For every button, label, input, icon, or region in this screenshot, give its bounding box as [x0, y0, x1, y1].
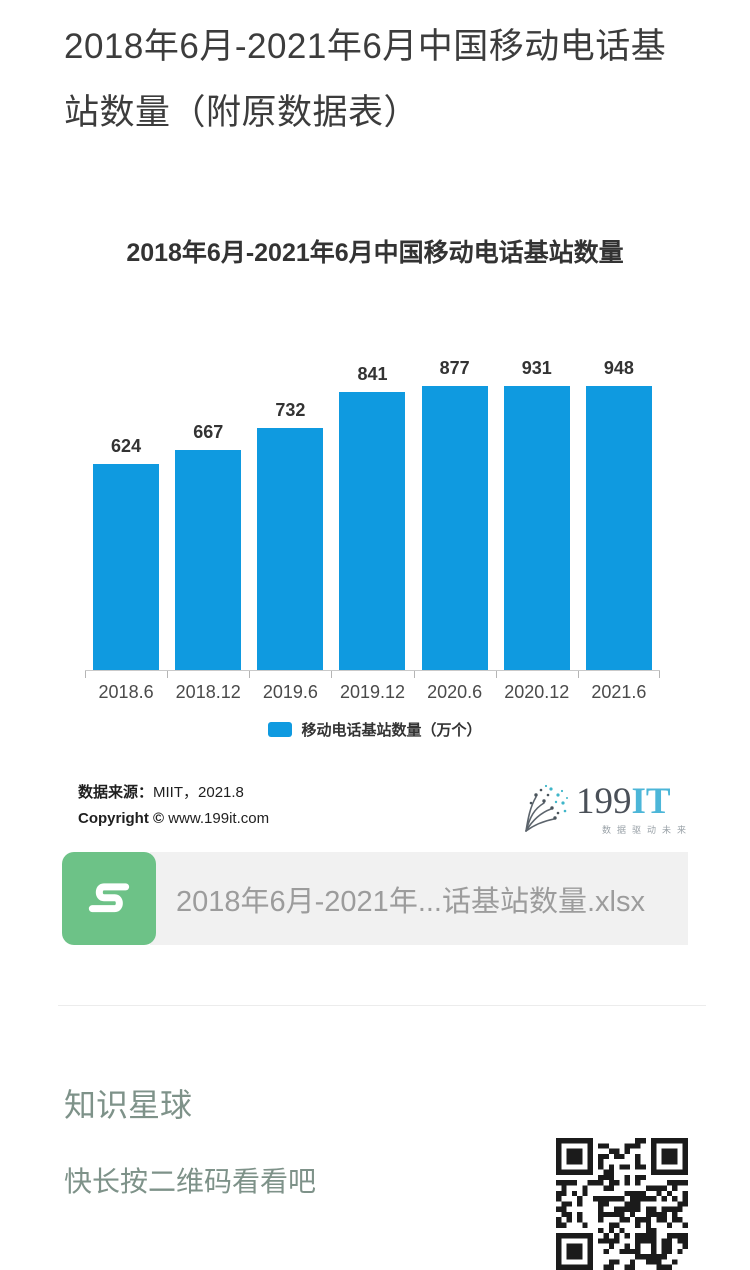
bar — [503, 386, 570, 670]
logo-tagline: 数据驱动未来 — [601, 825, 692, 835]
x-axis-label: 2020.12 — [504, 682, 570, 702]
bar-value-label: 948 — [603, 358, 634, 378]
footer-subtitle: 快长按二维码看看吧 — [64, 1166, 317, 1197]
x-axis-labels: 2018.6 2018.12 2019.6 2019.12 2020.6 2020.12 2… — [85, 682, 660, 703]
chart-legend: 移动电话基站数量（万个） — [0, 719, 750, 740]
spreadsheet-s-icon[interactable] — [62, 852, 156, 945]
attachment-filename[interactable]: 2018年6月-2021年...话基站数量.xlsx — [176, 885, 645, 918]
chart-plot-area: 624 667 732 841 877 931 948 — [85, 358, 660, 671]
bar-value-label: 667 — [193, 422, 224, 442]
bar — [585, 386, 652, 670]
axis-tick — [413, 671, 415, 678]
axis-tick — [495, 671, 497, 678]
x-axis-label: 2019.12 — [339, 682, 406, 702]
legend-label: 移动电话基站数量（万个） — [301, 722, 482, 739]
bar-chart: 624 667 732 841 877 931 948 2018.6 2018.12 2019.… — [85, 358, 660, 703]
site-logo: 199IT 数据驱动未来 — [518, 783, 692, 838]
bar-column: 841 — [331, 358, 413, 670]
x-axis-ticks — [85, 671, 660, 678]
bar-value-label: 624 — [111, 436, 142, 456]
copyright-line: Copyright © www.199it.com — [78, 810, 270, 827]
bar-value-label: 841 — [357, 364, 388, 384]
footer-title: 知识星球 — [64, 1087, 193, 1123]
bar-column: 948 — [578, 358, 660, 670]
axis-tick — [249, 671, 251, 678]
bar-column: 877 — [414, 358, 496, 670]
bar — [175, 450, 242, 670]
x-axis-label: 2018.6 — [98, 682, 154, 702]
bar — [421, 386, 488, 670]
bar-value-label: 877 — [439, 358, 470, 378]
x-axis-label: 2020.6 — [427, 682, 483, 702]
x-axis-label: 2018.12 — [175, 682, 241, 702]
bar — [93, 464, 160, 670]
axis-tick — [577, 671, 579, 678]
bar-column: 667 — [167, 358, 249, 670]
data-source-line: 数据来源：MIIT，2021.8 — [78, 784, 244, 801]
chart-figure: 2018年6月-2021年6月中国移动电话基站数量 624 667 732 841 87… — [0, 238, 750, 835]
chart-title: 2018年6月-2021年6月中国移动电话基站数量 — [126, 239, 624, 267]
bar — [257, 428, 324, 670]
axis-tick — [85, 671, 86, 678]
bar — [339, 392, 406, 670]
bar-column: 931 — [496, 358, 578, 670]
bar-column: 732 — [249, 358, 331, 670]
attachment-filename-bar[interactable]: 2018年6月-2021年...话基站数量.xlsx — [150, 852, 688, 945]
qr-code[interactable] — [556, 1138, 688, 1270]
logo-wordmark: 199IT — [575, 781, 671, 822]
axis-tick — [331, 671, 333, 678]
bar-column: 624 — [85, 358, 167, 670]
footer-promo: 知识星球 快长按二维码看看吧 — [0, 1080, 750, 1270]
x-axis-label: 2021.6 — [591, 682, 647, 702]
page-title: 2018年6月-2021年6月中国移动电话基站数量（附原数据表） — [64, 27, 667, 132]
dandelion-icon — [518, 783, 570, 838]
attachment-file-row[interactable]: 2018年6月-2021年...话基站数量.xlsx — [62, 852, 688, 945]
x-axis-label: 2019.6 — [262, 682, 318, 702]
bar-value-label: 931 — [521, 358, 552, 378]
source-block: 数据来源：MIIT，2021.8 Copyright © www.199it.c… — [0, 780, 750, 832]
axis-tick — [659, 671, 660, 678]
legend-swatch — [268, 722, 293, 737]
bar-value-label: 732 — [275, 400, 306, 420]
axis-tick — [167, 671, 169, 678]
section-divider — [58, 1005, 706, 1006]
